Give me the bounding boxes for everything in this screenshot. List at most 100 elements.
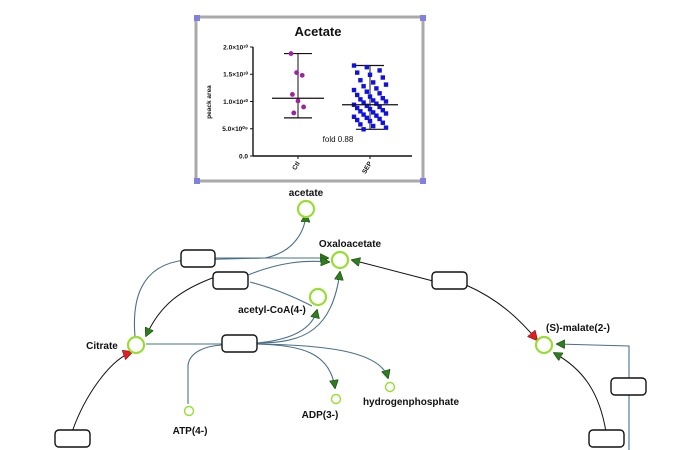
data-point [364, 64, 369, 70]
resize-handle-top-right[interactable] [420, 15, 426, 21]
data-point [367, 118, 373, 124]
x-tick-label: Ctl [291, 160, 301, 171]
data-point [377, 68, 382, 73]
label-acetate: acetate [289, 188, 324, 199]
node-malate[interactable] [534, 335, 554, 355]
y-tick-label: 2.0×10¹⁰ [223, 43, 248, 51]
label-acetyl-coa: acetyl-CoA(4-) [238, 305, 306, 316]
edge-box3-to-phosphate [256, 343, 388, 378]
data-point [290, 92, 295, 97]
edge-box6-to-malate [554, 353, 607, 433]
reaction-box-5[interactable] [431, 271, 468, 290]
data-point [371, 110, 376, 115]
data-point [351, 87, 357, 93]
data-point [364, 115, 369, 121]
data-point [295, 98, 301, 104]
data-point [380, 120, 385, 125]
reaction-box-2[interactable] [212, 271, 249, 290]
data-point [291, 110, 297, 116]
edges [133, 214, 630, 450]
data-point [383, 82, 389, 87]
edge-box-to-malate [557, 344, 630, 450]
edge-box4-to-citrate [71, 352, 132, 433]
data-point [371, 80, 376, 85]
data-point [361, 127, 366, 132]
label-atp: ATP(4-) [173, 426, 208, 437]
data-point [355, 117, 360, 123]
black-edges [71, 260, 607, 433]
data-point [358, 78, 363, 83]
edge-box2-to-citrate [146, 276, 216, 336]
data-point [351, 114, 357, 119]
node-oxaloacetate[interactable] [330, 250, 350, 270]
edge-box3-to-adp [256, 343, 335, 388]
data-point [374, 113, 379, 118]
node-acetyl-coa[interactable] [308, 287, 328, 307]
data-point [383, 111, 389, 116]
data-point [364, 89, 369, 94]
resize-handle-top-left[interactable] [194, 15, 200, 21]
data-point [371, 123, 376, 129]
edge-box2-to-oxaloacetate [247, 261, 329, 276]
metabolite-nodes [126, 199, 554, 417]
data-point [355, 92, 360, 98]
node-acetate[interactable] [296, 199, 316, 219]
inset-chart-panel[interactable]: Acetate peack area 0.0 5.0×10⁰⁹ 1.0×10¹⁰ 1.… [194, 15, 426, 184]
reaction-box-6[interactable] [588, 429, 625, 448]
data-point [358, 97, 363, 102]
data-point [361, 112, 366, 117]
edge-box3-to-acetyl [256, 310, 317, 344]
data-point [367, 72, 373, 77]
y-axis-label: peack area [206, 85, 213, 119]
y-tick-label: 1.5×10¹⁰ [223, 71, 248, 79]
data-point [367, 106, 373, 112]
node-adp[interactable] [330, 393, 342, 405]
node-labels: acetate Oxaloacetate acetyl-CoA(4-) Citr… [86, 188, 610, 437]
reaction-box-1[interactable] [180, 249, 216, 268]
edge-atp-to-box3 [187, 344, 223, 404]
edge-box2-to-acetyl [249, 281, 313, 307]
data-point [351, 63, 357, 68]
label-malate: (S)-malate(2-) [546, 323, 610, 334]
data-point [383, 99, 389, 104]
node-phosphate[interactable] [384, 381, 396, 393]
chart-marks [272, 51, 398, 132]
data-point [361, 84, 366, 89]
data-point [374, 101, 379, 106]
edge-box5-to-malate [465, 284, 537, 340]
data-point [358, 109, 363, 114]
data-point [380, 108, 385, 113]
y-tick-label: 5.0×10⁰⁹ [222, 125, 248, 133]
data-point [380, 96, 385, 101]
chart-frame [194, 15, 425, 183]
reaction-box-4[interactable] [54, 429, 91, 448]
data-point [299, 72, 305, 78]
data-point [355, 70, 360, 75]
reaction-box-3[interactable] [221, 334, 258, 353]
data-point [355, 105, 360, 111]
data-point [294, 70, 299, 76]
reaction-box-7[interactable] [610, 377, 647, 396]
node-citrate[interactable] [126, 335, 146, 355]
data-point [367, 94, 373, 99]
data-point [371, 98, 376, 103]
node-atp[interactable] [183, 405, 195, 417]
label-adp: ADP(3-) [302, 410, 339, 421]
data-point [383, 125, 389, 130]
reaction-boxes [54, 249, 647, 448]
edge-box3-to-oxaloacetate [256, 272, 340, 344]
data-point [301, 104, 306, 110]
data-point [377, 116, 382, 122]
resize-handle-bottom-right[interactable] [420, 178, 426, 184]
data-point [364, 103, 369, 109]
fold-annotation: fold 0.88 [323, 135, 354, 144]
data-point [377, 91, 382, 96]
y-tick-label: 0.0 [239, 153, 248, 160]
data-point [361, 100, 366, 105]
data-point [380, 75, 385, 80]
resize-handle-bottom-left[interactable] [194, 178, 200, 184]
data-point [377, 104, 382, 110]
y-tick-label: 1.0×10¹⁰ [223, 98, 248, 106]
label-phosphate: hydrogenphosphate [363, 397, 460, 408]
